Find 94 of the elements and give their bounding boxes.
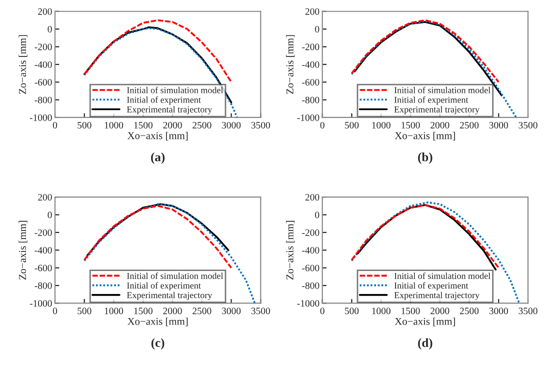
x-tick-label: 2000	[163, 308, 182, 314]
y-tick-label: -200	[302, 44, 320, 50]
line-series	[83, 205, 232, 269]
x-tick-label: 3500	[251, 122, 270, 128]
x-tick-label: 3500	[251, 308, 270, 314]
x-tick-label: 3500	[518, 308, 538, 314]
x-tick-label: 2000	[430, 122, 450, 128]
y-tick-label: -800	[302, 96, 320, 104]
legend-label: Experimental trajectory	[394, 106, 480, 114]
legend-label: Initial of experiment	[127, 282, 201, 290]
y-tick-label: -200	[302, 229, 320, 236]
x-tick-label: 2500	[192, 122, 212, 128]
line-series	[350, 20, 518, 118]
y-axis-title: Zo−axis [mm]	[286, 220, 295, 280]
y-tick-label: -600	[34, 79, 52, 86]
y-tick-label: -600	[302, 264, 320, 272]
x-tick-label: 0	[320, 308, 324, 314]
y-tick-label: -800	[34, 96, 52, 104]
x-tick-label: 1500	[134, 122, 152, 128]
y-tick-label: -400	[34, 61, 52, 68]
y-axis-title: Zo−axis [mm]	[18, 35, 28, 94]
y-tick-label: -600	[302, 79, 320, 86]
x-tick-label: 2500	[192, 308, 212, 314]
y-tick-label: 0	[48, 26, 52, 33]
legend-label: Initial of simulation model	[394, 86, 490, 94]
y-tick-label: -1000	[297, 114, 320, 121]
x-tick-label: 3000	[489, 122, 508, 128]
x-axis-title: Xo−axis [mm]	[394, 132, 455, 140]
line-series	[83, 19, 232, 84]
line-series	[350, 201, 520, 304]
text: (d)	[418, 338, 432, 350]
x-tick-label: 1500	[402, 122, 420, 128]
y-tick-label: 200	[38, 194, 52, 201]
line-series	[350, 19, 500, 84]
line-series	[354, 21, 502, 96]
x-tick-label: 2500	[460, 308, 479, 314]
y-tick-label: -600	[34, 264, 52, 272]
x-tick-label: 500	[78, 122, 92, 128]
y-axis-title: Zo−axis [mm]	[18, 220, 28, 280]
text: (c)	[151, 338, 164, 350]
legend-label: Initial of experiment	[127, 96, 201, 105]
x-tick-label: 500	[345, 308, 359, 314]
x-tick-label: 3000	[222, 308, 241, 314]
legend-label: Initial of experiment	[394, 282, 468, 290]
y-tick-label: -400	[302, 247, 320, 254]
x-tick-label: 3500	[518, 122, 538, 128]
x-tick-label: 0	[52, 308, 58, 314]
y-tick-label: 0	[315, 212, 320, 218]
line-series	[83, 26, 232, 104]
y-tick-label: -400	[34, 247, 52, 254]
x-tick-label: 1000	[372, 308, 390, 314]
y-tick-label: -1000	[30, 300, 52, 307]
x-tick-label: 2500	[460, 122, 479, 128]
line-series	[83, 203, 256, 304]
x-axis-title: Xo−axis [mm]	[127, 318, 188, 326]
y-tick-label: -1000	[297, 300, 320, 307]
x-tick-label: 2000	[163, 122, 182, 128]
text: (b)	[418, 152, 432, 164]
y-tick-label: -200	[34, 229, 52, 236]
legend-label: Initial of simulation model	[394, 272, 490, 279]
y-tick-label: 200	[305, 8, 320, 15]
y-tick-label: -400	[302, 61, 320, 68]
y-tick-label: 0	[315, 26, 320, 33]
x-tick-label: 3000	[489, 308, 508, 314]
x-tick-label: 1000	[372, 122, 390, 128]
x-axis-title: Xo−axis [mm]	[127, 132, 188, 140]
y-tick-label: -800	[34, 282, 52, 289]
x-tick-label: 500	[345, 122, 359, 128]
x-tick-label: 1000	[104, 122, 124, 128]
x-tick-label: 3000	[222, 122, 241, 128]
x-tick-label: 2000	[430, 308, 450, 314]
x-tick-label: 0	[320, 122, 324, 128]
line-series	[83, 27, 238, 118]
line-series	[86, 203, 230, 256]
legend-label: Experimental trajectory	[126, 292, 212, 300]
y-tick-label: 0	[48, 212, 52, 218]
x-tick-label: 1500	[134, 308, 152, 314]
text: (a)	[151, 152, 165, 164]
legend-label: Initial of simulation model	[127, 86, 224, 94]
x-tick-label: 0	[52, 122, 58, 128]
y-tick-label: 200	[38, 8, 52, 15]
legend-label: Initial of simulation model	[127, 272, 224, 279]
y-tick-label: -200	[34, 44, 52, 50]
x-tick-label: 1500	[402, 308, 420, 314]
legend-label: Experimental trajectory	[394, 292, 480, 300]
y-tick-label: 200	[305, 194, 320, 201]
legend-label: Experimental trajectory	[126, 106, 212, 114]
x-axis-title: Xo−axis [mm]	[394, 318, 455, 326]
legend-label: Initial of experiment	[394, 96, 468, 105]
y-tick-label: -1000	[30, 114, 52, 121]
y-tick-label: -800	[302, 282, 320, 289]
x-tick-label: 500	[78, 308, 92, 314]
x-tick-label: 1000	[104, 308, 124, 314]
y-axis-title: Zo−axis [mm]	[286, 35, 295, 94]
